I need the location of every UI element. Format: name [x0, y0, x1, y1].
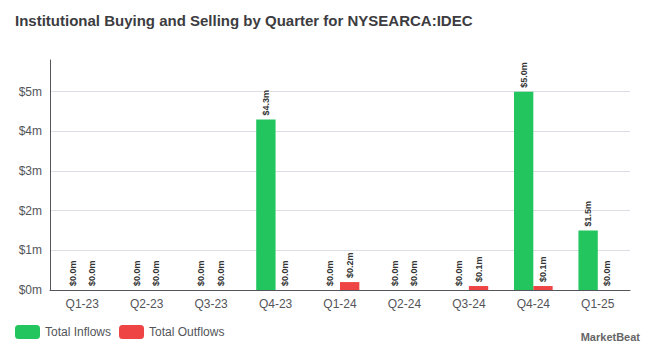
- svg-text:Q1-24: Q1-24: [323, 297, 357, 311]
- svg-text:$4m: $4m: [19, 124, 42, 138]
- svg-text:Q4-24: Q4-24: [517, 297, 551, 311]
- svg-text:Institutional Buying and Selli: Institutional Buying and Selling by Quar…: [15, 12, 473, 29]
- svg-text:MarketBeat: MarketBeat: [581, 331, 641, 343]
- svg-text:$4.3m: $4.3m: [261, 90, 271, 116]
- svg-text:$5.0m: $5.0m: [519, 62, 529, 88]
- svg-text:$0.0m: $0.0m: [216, 260, 226, 286]
- svg-text:Total Outflows: Total Outflows: [149, 325, 224, 339]
- svg-text:$0.0m: $0.0m: [280, 260, 290, 286]
- svg-text:Total Inflows: Total Inflows: [45, 325, 111, 339]
- svg-text:$0m: $0m: [19, 283, 42, 297]
- svg-text:Q1-25: Q1-25: [581, 297, 615, 311]
- svg-text:$0.1m: $0.1m: [474, 257, 484, 283]
- svg-text:$0.0m: $0.0m: [68, 260, 78, 286]
- svg-text:$1m: $1m: [19, 243, 42, 257]
- svg-text:$0.0m: $0.0m: [151, 260, 161, 286]
- svg-text:$0.0m: $0.0m: [196, 260, 206, 286]
- svg-text:$0.0m: $0.0m: [602, 260, 612, 286]
- svg-text:Q3-23: Q3-23: [194, 297, 228, 311]
- svg-text:$0.0m: $0.0m: [132, 260, 142, 286]
- svg-text:$0.0m: $0.0m: [390, 260, 400, 286]
- svg-text:Q1-23: Q1-23: [66, 297, 100, 311]
- svg-text:Q2-23: Q2-23: [130, 297, 164, 311]
- svg-text:$3m: $3m: [19, 164, 42, 178]
- svg-text:$0.1m: $0.1m: [538, 257, 548, 283]
- svg-text:Q3-24: Q3-24: [452, 297, 486, 311]
- svg-text:$1.5m: $1.5m: [583, 201, 593, 227]
- svg-text:$0.2m: $0.2m: [345, 253, 355, 279]
- svg-text:$0.0m: $0.0m: [454, 260, 464, 286]
- svg-text:$0.0m: $0.0m: [87, 260, 97, 286]
- svg-text:$2m: $2m: [19, 204, 42, 218]
- svg-text:Q4-23: Q4-23: [259, 297, 293, 311]
- svg-text:Q2-24: Q2-24: [388, 297, 422, 311]
- svg-text:$5m: $5m: [19, 85, 42, 99]
- svg-text:$0.0m: $0.0m: [325, 260, 335, 286]
- svg-text:$0.0m: $0.0m: [409, 260, 419, 286]
